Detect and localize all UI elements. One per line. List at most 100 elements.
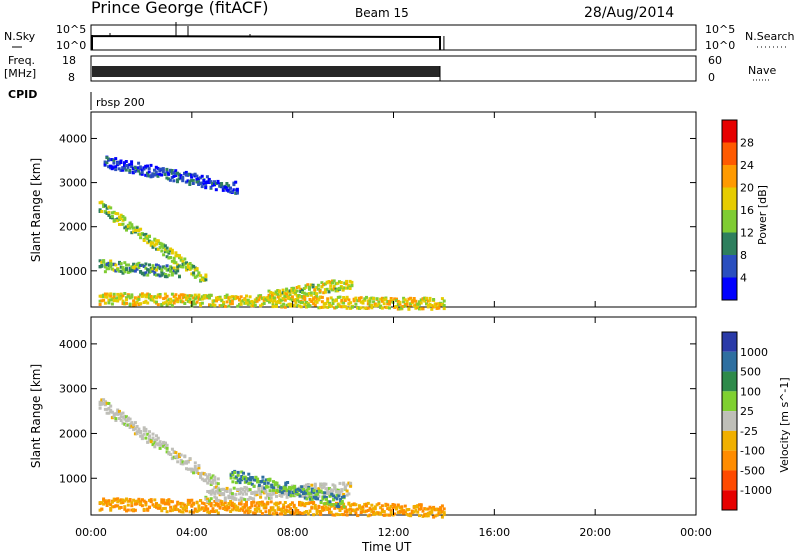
velocity-cell-3 [314, 495, 318, 499]
power-cell-0 [335, 298, 338, 302]
power-cell-2 [193, 275, 197, 279]
power-cell-1 [309, 293, 313, 297]
velocity-cell-0 [140, 498, 144, 502]
power-cell-0 [289, 302, 293, 306]
velocity-cell-1 [123, 417, 127, 421]
power-cell-0 [312, 297, 316, 301]
velocity-cell-0 [400, 510, 404, 514]
velocity-cell-2 [342, 482, 346, 486]
nave-tick-bottom: 0 [708, 71, 715, 84]
power-cell-3 [144, 262, 148, 266]
power-cell-4 [227, 188, 231, 192]
velocity-cell-1 [158, 440, 162, 444]
velocity-cell-0 [423, 507, 427, 511]
power-cell-0 [259, 304, 263, 308]
x-tick-label: 08:00 [277, 526, 309, 539]
velocity-cell-0 [163, 506, 167, 510]
velocity-cell-1 [112, 414, 116, 418]
velocity-cell-0 [366, 501, 370, 505]
velocity-cell-0 [365, 504, 368, 508]
power-cell-1 [336, 287, 340, 291]
power-cell-2 [144, 232, 148, 236]
power-cell-0 [412, 304, 416, 308]
power-cell-1 [297, 285, 301, 289]
power-cell-0 [393, 297, 397, 301]
velocity-cell-0 [190, 504, 194, 508]
velocity-cell-2 [333, 484, 337, 488]
velocity-cell-0 [398, 506, 402, 510]
velocity-cell-3 [302, 491, 305, 495]
velocity-cell-3 [310, 497, 314, 501]
power-cell-3 [132, 266, 136, 270]
velocity-cell-0 [283, 508, 287, 512]
velocity-cell-0 [209, 501, 213, 505]
power-cell-0 [398, 307, 402, 311]
power-cell-4 [170, 176, 174, 179]
power-cell-0 [336, 302, 340, 306]
velocity-cell-2 [234, 492, 238, 496]
power-cell-0 [331, 298, 335, 302]
velocity-cell-0 [125, 509, 128, 513]
velocity-cell-2 [328, 487, 331, 491]
velocity-cell-3 [233, 471, 237, 474]
power-cell-4 [213, 180, 216, 184]
power-cell-0 [262, 296, 266, 300]
velocity-cell-1 [144, 427, 148, 431]
power-cell-0 [132, 303, 136, 307]
velocity-cell-3 [272, 486, 275, 490]
velocity-cell-3 [268, 489, 272, 493]
power-cell-1 [276, 289, 280, 293]
power-cell-0 [430, 304, 434, 307]
nsky-strip: N.Sky 10^5 10^0 10^5 10^0 N.Search [4, 22, 795, 52]
velocity-cell-0 [380, 504, 384, 508]
velocity-cell-1 [181, 460, 185, 464]
velocity-cell-2 [292, 494, 296, 498]
velocity-cell-0 [310, 506, 314, 510]
power-cell-0 [238, 298, 241, 301]
velocity-cell-2 [340, 489, 344, 493]
velocity-cell-0 [255, 501, 259, 505]
velocity-cell-0 [208, 502, 211, 506]
power-cell-4 [177, 177, 181, 181]
velocity-cbar-tick: 500 [740, 366, 761, 379]
velocity-cell-3 [340, 501, 344, 505]
power-cell-1 [325, 287, 329, 291]
velocity-cell-1 [140, 434, 144, 438]
velocity-cell-0 [216, 511, 220, 515]
velocity-cell-0 [167, 498, 171, 502]
velocity-cell-0 [125, 497, 128, 501]
velocity-cell-0 [363, 510, 367, 514]
power-cell-0 [266, 295, 270, 299]
velocity-cell-2 [223, 496, 227, 500]
power-cell-0 [151, 297, 155, 301]
power-cell-0 [402, 300, 406, 304]
power-cell-0 [379, 297, 383, 301]
power-cell-2 [169, 256, 173, 259]
velocity-cell-0 [347, 501, 351, 505]
power-cell-0 [239, 302, 243, 306]
velocity-cell-1 [139, 434, 143, 438]
power-cell-0 [193, 297, 197, 301]
velocity-cell-1 [192, 468, 196, 472]
power-cell-0 [220, 304, 224, 308]
power-cell-4 [133, 166, 137, 169]
power-cell-0 [208, 293, 211, 297]
power-cell-3 [142, 271, 146, 275]
power-cell-0 [149, 295, 153, 298]
power-cell-4 [234, 191, 238, 195]
velocity-cell-0 [326, 507, 330, 511]
velocity-cell-0 [312, 502, 316, 506]
velocity-cell-0 [435, 513, 439, 517]
power-cell-3 [158, 274, 162, 278]
velocity-cell-0 [239, 502, 243, 506]
power-cell-0 [225, 293, 229, 297]
power-cell-2 [190, 272, 194, 276]
power-cell-1 [288, 293, 292, 296]
power-cell-4 [126, 165, 130, 169]
power-cell-4 [198, 181, 202, 185]
power-cell-3 [170, 271, 174, 274]
velocity-cell-0 [119, 501, 123, 505]
power-cell-0 [148, 296, 151, 300]
